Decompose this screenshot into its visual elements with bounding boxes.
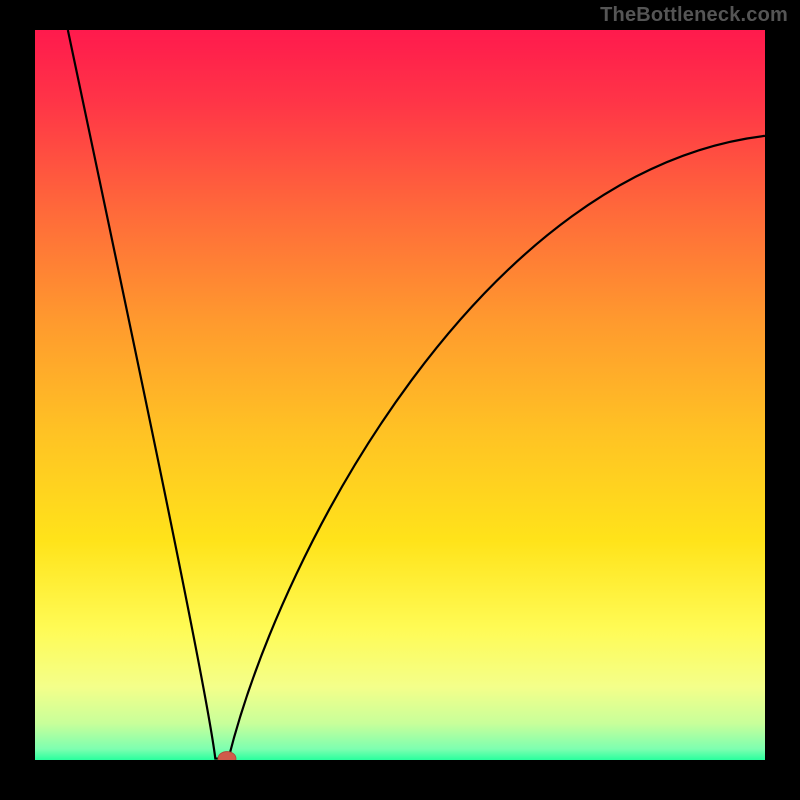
- bottleneck-chart: [0, 0, 800, 800]
- optimum-marker: [218, 752, 236, 766]
- watermark-label: TheBottleneck.com: [600, 4, 788, 27]
- chart-container: TheBottleneck.com: [0, 0, 800, 800]
